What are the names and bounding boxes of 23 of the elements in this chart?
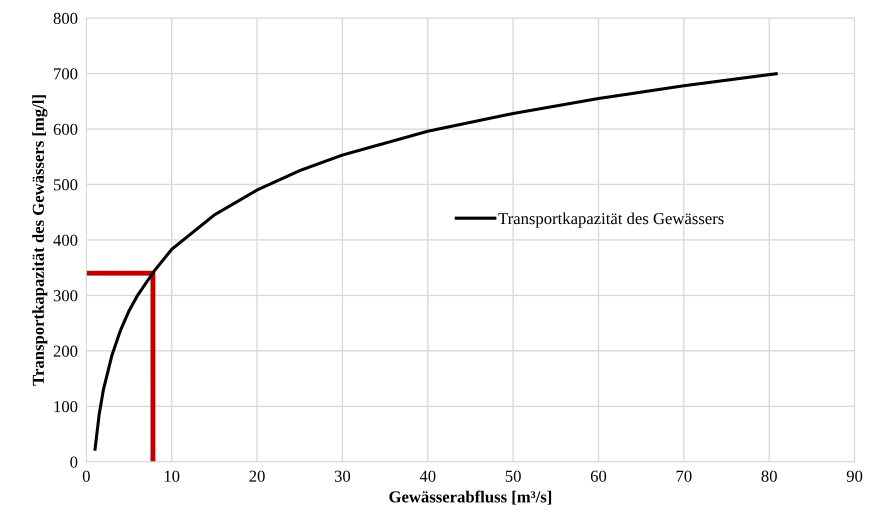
x-tick-label: 0 — [82, 470, 90, 482]
y-tick-label: 300 — [54, 290, 78, 302]
line-series — [93, 72, 780, 452]
x-tick-label: 10 — [164, 470, 180, 482]
x-tick-label: 70 — [676, 470, 692, 482]
y-tick-label: 200 — [54, 346, 78, 357]
y-tick-label: 100 — [54, 401, 78, 412]
y-axis-title: Transportkapazität des Gewässers [mg/l] — [32, 95, 48, 386]
x-tick-label: 20 — [249, 470, 265, 482]
x-tick-label: 40 — [420, 470, 436, 482]
x-tick-label: 50 — [506, 470, 521, 482]
y-tick-label: 500 — [54, 179, 78, 190]
y-tick-label: 700 — [54, 68, 78, 80]
y-tick-label: 600 — [54, 124, 78, 135]
x-tick-label: 30 — [334, 470, 350, 482]
y-tick-label: 400 — [53, 234, 78, 246]
y-tick-label: 800 — [54, 12, 78, 24]
legend-label: Transportkapazität des Gewässers — [498, 212, 724, 228]
x-tick-label: 60 — [590, 470, 606, 482]
x-axis-title: Gewässerabfluss [m³/s] — [389, 490, 552, 505]
x-tick-label: 80 — [762, 470, 777, 482]
x-tick-label: 90 — [846, 470, 862, 482]
y-tick-label: 0 — [70, 456, 78, 468]
